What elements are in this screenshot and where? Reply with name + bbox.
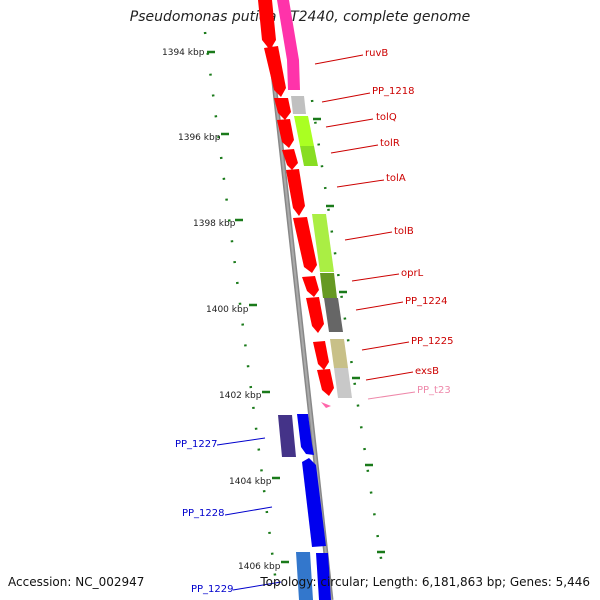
gene-arrow-pp1218[interactable] — [274, 98, 291, 120]
ruler-tick-1400: 1400 kbp — [206, 303, 257, 315]
gene-arrow-oprl[interactable] — [302, 276, 319, 297]
gene-label-tolq[interactable]: tolQ — [376, 112, 397, 123]
gene-label-oprl[interactable]: oprL — [401, 268, 424, 279]
gene-label-exsb[interactable]: exsB — [415, 366, 439, 377]
gene-label-leaders — [216, 54, 416, 591]
gene-arrow-ruvb-a[interactable] — [258, 0, 276, 50]
ruler-tick-1406: 1406 kbp — [238, 560, 289, 572]
gene-label-pp1218[interactable]: PP_1218 — [372, 86, 415, 97]
ruler-label-1394: 1394 kbp — [162, 48, 205, 58]
gene-arrow-pp1224[interactable] — [306, 297, 324, 333]
ruler-right-dots — [310, 99, 384, 566]
gene-label-pp1229[interactable]: PP_1229 — [191, 584, 234, 595]
ruler-tick-1396: 1396 kbp — [178, 132, 229, 143]
gene-arrow-pp1229[interactable] — [296, 552, 313, 600]
gene-arrow-pp1228[interactable] — [302, 458, 326, 547]
gene-class-blocks — [277, 0, 352, 408]
gene-label-ppt23[interactable]: PP_t23 — [417, 385, 451, 396]
ruler-label-1398: 1398 kbp — [193, 219, 236, 229]
gene-label-ruvb[interactable]: ruvB — [365, 48, 388, 59]
gene-arrow-tolb[interactable] — [293, 217, 317, 273]
accession-label: Accession: NC_002947 — [8, 575, 145, 589]
reverse-strand-genes — [258, 0, 334, 396]
ruler-left-dots — [203, 31, 278, 584]
gene-label-pp1227[interactable]: PP_1227 — [175, 439, 218, 450]
gene-label-pp1228[interactable]: PP_1228 — [182, 508, 225, 519]
ruler-tick-1398: 1398 kbp — [193, 218, 243, 229]
forward-strand-genes — [278, 414, 331, 600]
ruler-label-1406: 1406 kbp — [238, 562, 281, 572]
gene-label-pp1225[interactable]: PP_1225 — [411, 336, 454, 347]
gene-label-tola[interactable]: tolA — [386, 173, 406, 184]
ruler-label-1396: 1396 kbp — [178, 133, 221, 143]
genome-summary: Topology: circular; Length: 6,181,863 bp… — [260, 575, 590, 589]
map-title: Pseudomonas putida KT2440, complete geno… — [129, 9, 471, 25]
ruler-label-1404: 1404 kbp — [229, 477, 272, 487]
gene-arrow-tola[interactable] — [286, 169, 305, 216]
ruler-tick-1404: 1404 kbp — [229, 476, 280, 487]
gene-arrow-pp1227-class — [278, 415, 296, 457]
gene-arrow-pp1225[interactable] — [313, 341, 329, 370]
gene-arrow-exsb[interactable] — [317, 369, 334, 396]
ruler-right-ticks — [313, 117, 385, 554]
gene-label-tolr[interactable]: tolR — [380, 138, 400, 149]
gene-labels: ruvB PP_1218 tolQ tolR tolA tolB oprL PP… — [175, 48, 454, 595]
ruler-label-1400: 1400 kbp — [206, 305, 249, 315]
gene-arrow-pp1227[interactable] — [297, 414, 314, 455]
gene-arrow-ruvb-b[interactable] — [264, 46, 286, 97]
gene-arrow-tolr[interactable] — [282, 149, 298, 170]
ruler-label-1402: 1402 kbp — [219, 391, 262, 401]
ruler-tick-1394: 1394 kbp — [162, 48, 215, 58]
gene-label-pp1224[interactable]: PP_1224 — [405, 296, 448, 307]
ruler-tick-1402: 1402 kbp — [219, 390, 270, 401]
gene-arrow-tolq[interactable] — [277, 119, 294, 148]
gene-label-tolb[interactable]: tolB — [394, 226, 414, 237]
